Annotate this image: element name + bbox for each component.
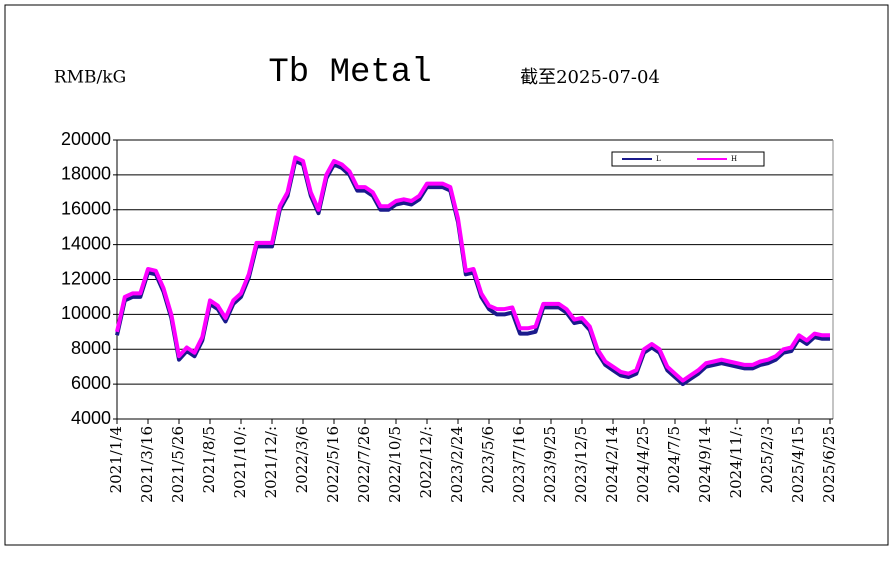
x-tick-label: 2021/12/: <box>262 426 280 498</box>
x-tick-label: 2025/6/25 <box>820 426 838 503</box>
y-tick-label: 4000 <box>71 408 111 428</box>
x-tick-label: 2024/4/25 <box>634 426 652 503</box>
x-tick-label: 2025/2/3 <box>758 426 776 493</box>
y-tick-label: 10000 <box>61 303 111 323</box>
x-tick-label: 2023/12/5 <box>572 426 590 503</box>
x-tick-label: 2024/2/14 <box>603 426 621 503</box>
x-tick-label: 2022/5/16 <box>324 426 342 503</box>
x-tick-label: 2021/5/26 <box>169 426 187 503</box>
x-tick-label: 2022/12/: <box>417 426 435 498</box>
y-tick-label: 18000 <box>61 164 111 184</box>
x-tick-label: 2022/10/5 <box>386 426 404 503</box>
legend-box <box>611 151 765 167</box>
chart-subtitle: 截至2025-07-04 <box>520 67 660 88</box>
unit-label: RMB/kG <box>54 68 126 88</box>
x-tick-label: 2025/4/15 <box>789 426 807 503</box>
y-tick-label: 6000 <box>71 373 111 393</box>
x-tick-label: 2023/2/24 <box>448 426 466 503</box>
x-tick-label: 2023/9/25 <box>541 426 559 503</box>
legend-label: L <box>656 155 661 163</box>
y-tick-label: 20000 <box>61 129 111 149</box>
legend-label: H <box>731 155 737 163</box>
chart-title: Tb Metal <box>268 54 431 92</box>
x-tick-label: 2024/9/14 <box>696 426 714 503</box>
x-tick-label: 2023/7/16 <box>510 426 528 503</box>
x-tick-label: 2022/3/6 <box>293 426 311 493</box>
x-tick-label: 2021/10/: <box>231 426 249 498</box>
x-tick-label: 2021/8/5 <box>200 426 218 493</box>
x-tick-label: 2021/3/16 <box>138 426 156 503</box>
y-tick-label: 12000 <box>61 268 111 288</box>
x-tick-label: 2022/7/26 <box>355 426 373 503</box>
y-tick-label: 16000 <box>61 199 111 219</box>
x-tick-label: 2024/11/: <box>727 426 745 498</box>
y-tick-label: 14000 <box>61 233 111 253</box>
x-tick-label: 2021/1/4 <box>107 426 125 493</box>
y-tick-label: 8000 <box>71 338 111 358</box>
x-tick-label: 2023/5/6 <box>479 426 497 493</box>
x-tick-label: 2024/7/5 <box>665 426 683 493</box>
series-line <box>115 155 830 383</box>
